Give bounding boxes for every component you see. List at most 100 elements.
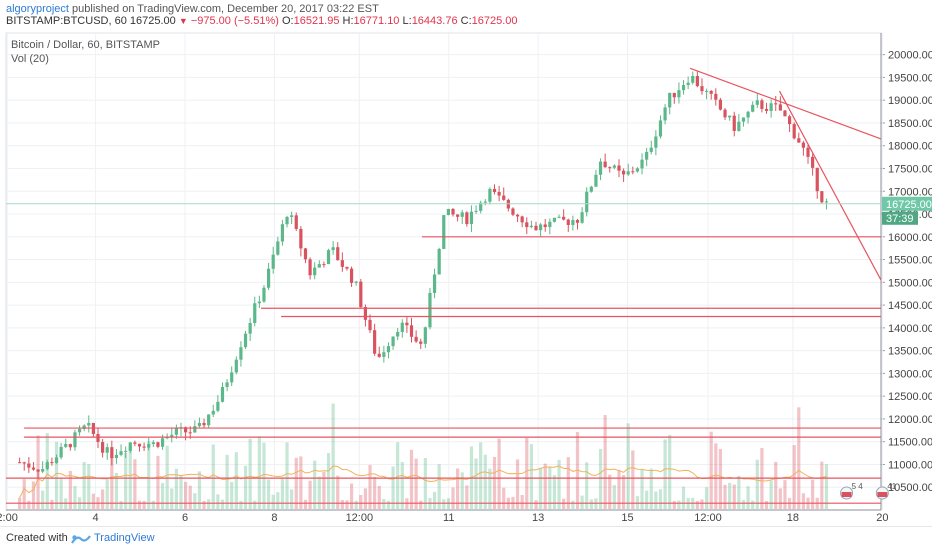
volume-bar (133, 459, 137, 509)
volume-bar (751, 500, 755, 509)
candle-body (460, 212, 464, 217)
volume-bar (649, 468, 653, 509)
volume-bar (50, 499, 54, 509)
candle-body (718, 99, 723, 110)
candle-body (511, 208, 515, 215)
high-value: 16771.10 (353, 15, 400, 27)
volume-bar (303, 499, 308, 509)
volume-bar (211, 444, 215, 509)
candle-body (672, 92, 676, 98)
candle-body (815, 167, 819, 192)
candle-body (266, 268, 271, 288)
candle-body (635, 168, 640, 172)
candle-body (354, 281, 358, 283)
candle-body (197, 422, 202, 427)
volume-bar (193, 493, 197, 509)
candle-body (442, 215, 446, 249)
candle-body (133, 442, 137, 444)
candle-body (326, 250, 331, 265)
volume-bar (741, 500, 746, 509)
price-chart[interactable]: 20000.00 19500.00 19000.00 18500.00 18000.00… (0, 0, 932, 526)
event-icon-label: 5 4 (852, 482, 864, 491)
volume-bar (437, 464, 441, 509)
volume-bar (345, 500, 349, 509)
candle-body (239, 347, 243, 360)
candle-body (783, 110, 787, 117)
candle-body (336, 247, 340, 261)
candle-body (202, 422, 206, 426)
volume-bar (755, 459, 759, 509)
volume-bar (110, 457, 114, 509)
author-link[interactable]: algoryproject (6, 3, 69, 15)
candle-body (585, 191, 589, 213)
volume-bar (266, 479, 271, 509)
volume-bar (704, 487, 709, 509)
volume-bar (700, 499, 704, 509)
y-tick-label: 15500.00 (888, 255, 932, 267)
y-tick-label: 18000.00 (888, 141, 932, 153)
candle-body (732, 115, 736, 131)
volume-bar (465, 485, 469, 509)
volume-bar (317, 476, 321, 509)
candle-body (488, 188, 492, 202)
volume-bar (626, 423, 630, 509)
footer: Created with TradingView (0, 526, 932, 551)
volume-bar (820, 461, 824, 509)
volume-bar (179, 475, 183, 509)
candle-body (257, 301, 261, 304)
y-tick-label: 17500.00 (888, 163, 932, 175)
volume-bar (539, 467, 543, 509)
candle-body (566, 219, 570, 225)
volume-bar (442, 499, 446, 509)
last-price: 16725.00 (129, 15, 176, 27)
candle-body (658, 120, 663, 137)
candle-body (147, 444, 151, 448)
x-tick-label: 15 (621, 512, 633, 524)
volume-bar (497, 438, 501, 509)
volume-bar (68, 470, 72, 509)
volume-bar (91, 493, 95, 509)
volume-bar (732, 484, 736, 509)
candle-body (534, 225, 538, 231)
volume-bar (548, 466, 552, 509)
candle-body (824, 201, 829, 203)
candle-body (612, 165, 616, 168)
volume-bar (391, 466, 395, 509)
candle-body (575, 220, 580, 223)
volume-bar (257, 436, 261, 509)
candle-body (446, 208, 450, 216)
candle-body (741, 117, 746, 122)
volume-bar (811, 479, 815, 509)
volume-bar (746, 486, 750, 509)
volume-bar (101, 489, 105, 509)
created-with-label: Created with (6, 532, 68, 544)
candle-body (359, 281, 363, 308)
volume-bar (234, 452, 238, 509)
chart-title: Bitcoin / Dollar, 60, BITSTAMP (11, 39, 160, 51)
volume-bar (617, 469, 621, 509)
volume-bar (41, 490, 45, 509)
volume-bar (349, 483, 354, 509)
candle-body (677, 90, 681, 98)
volume-bar (483, 454, 487, 509)
volume-bar (239, 500, 243, 509)
event-icon-flag (841, 492, 852, 497)
candle-body (271, 254, 275, 269)
close-label: C: (460, 15, 472, 27)
y-tick-label: 19000.00 (888, 95, 932, 107)
volume-bar (294, 457, 298, 509)
tradingview-brand[interactable]: TradingView (94, 532, 155, 544)
candle-body (248, 322, 252, 334)
volume-bar (225, 454, 229, 509)
candle-body (640, 159, 644, 169)
x-tick-label: 8 (271, 512, 277, 524)
volume-bar (769, 480, 773, 509)
volume-bar (797, 407, 801, 509)
candle-body (797, 138, 801, 143)
candle-body (562, 216, 566, 220)
candle-body (174, 427, 178, 435)
candle-body (142, 446, 146, 448)
volume-bar (31, 481, 36, 509)
volume-bar (359, 494, 363, 509)
y-tick-label: 15000.00 (888, 277, 932, 289)
